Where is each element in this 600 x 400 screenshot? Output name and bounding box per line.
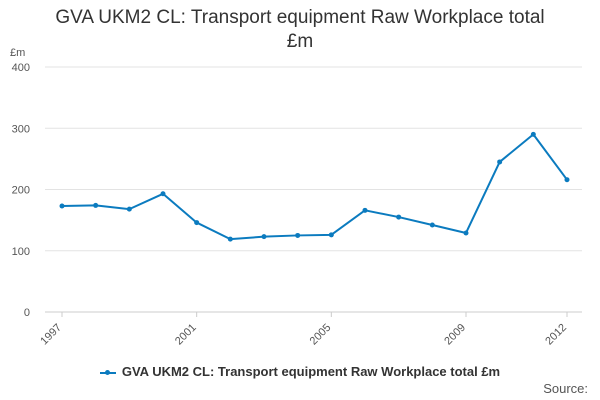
x-tick-label: 2009 <box>442 322 468 348</box>
chart-title: GVA UKM2 CL: Transport equipment Raw Wor… <box>0 6 600 54</box>
series-line <box>61 133 568 241</box>
data-point[interactable] <box>295 232 301 238</box>
data-point[interactable] <box>564 177 570 183</box>
axes: 0 100 200 300 400 £m 1997 2001 2005 2009 2012 <box>10 47 582 347</box>
data-point[interactable] <box>59 203 65 209</box>
y-axis-label: £m <box>10 47 25 59</box>
data-point[interactable] <box>497 159 503 165</box>
chart-title-line-2: £m <box>286 31 314 52</box>
data-point[interactable] <box>429 222 435 228</box>
x-tick-label: 2001 <box>173 322 199 348</box>
legend[interactable]: GVA UKM2 CL: Transport equipment Raw Wor… <box>0 364 600 379</box>
data-point[interactable] <box>126 206 132 212</box>
series-layer <box>59 131 570 242</box>
y-tick-label: 100 <box>12 246 30 258</box>
legend-series-label: GVA UKM2 CL: Transport equipment Raw Wor… <box>121 364 501 379</box>
chart-title-line-1: GVA UKM2 CL: Transport equipment Raw Wor… <box>55 7 545 28</box>
grid-lines <box>45 66 582 252</box>
data-point[interactable] <box>93 202 99 208</box>
y-tick-label: 0 <box>24 307 30 319</box>
legend-series-marker <box>99 369 116 375</box>
data-point[interactable] <box>530 131 536 137</box>
data-point[interactable] <box>396 214 402 220</box>
x-tick-label: 2005 <box>308 322 334 348</box>
data-point[interactable] <box>160 191 166 197</box>
x-tick-label: 2012 <box>543 322 569 348</box>
x-tick-label: 1997 <box>38 322 64 348</box>
data-point[interactable] <box>328 232 334 238</box>
y-tick-label: 400 <box>12 62 30 74</box>
y-tick-label: 200 <box>12 185 30 197</box>
data-point[interactable] <box>362 207 368 213</box>
data-point[interactable] <box>261 234 267 240</box>
data-point[interactable] <box>227 236 233 242</box>
source-label: Source: <box>543 381 588 396</box>
y-tick-label: 300 <box>12 123 30 135</box>
data-point[interactable] <box>194 220 200 226</box>
data-point[interactable] <box>463 230 469 236</box>
